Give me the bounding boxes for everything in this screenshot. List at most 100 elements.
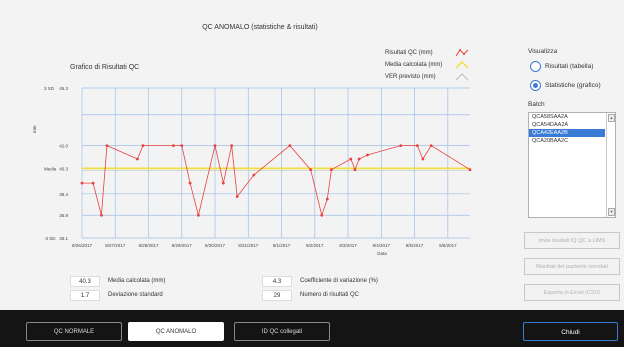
batch-scrollbar[interactable]: ▲ ▼ — [606, 113, 615, 217]
legend-item-expected: VER previsto (mm) — [385, 71, 469, 83]
qc-result-point — [330, 168, 333, 172]
send-to-lims-button[interactable]: Invia risultati IQ QC a LIMS — [524, 232, 620, 249]
legend-label: VER previsto (mm) — [385, 74, 436, 80]
qc-result-point — [309, 168, 313, 172]
y-axis-label: mm — [32, 125, 37, 133]
mean-line-icon — [455, 60, 469, 69]
stat-count-label: Numero di risultati QC — [300, 292, 360, 298]
x-axis-label: Data — [377, 251, 387, 256]
qc-results-line — [82, 144, 471, 217]
x-tick-label: 8/26/2017 — [72, 243, 93, 248]
qc-result-point — [230, 144, 234, 147]
x-tick-label: 9/2/2017 — [306, 243, 324, 248]
stat-cv-label: Coefficiente di variazione (%) — [300, 278, 378, 284]
radio-label: Risultati (tabella) — [545, 62, 594, 70]
window-title: QC ANOMALO (statistiche & risultati) — [202, 24, 318, 31]
stat-mean-label: Media calcolata (mm) — [108, 278, 166, 284]
qc-result-point — [91, 181, 95, 185]
batch-item[interactable]: QCA54DAA2A — [532, 122, 569, 128]
x-tick-label: 9/6/2017 — [439, 243, 457, 248]
qc-result-point — [349, 157, 353, 161]
x-tick-label: 8/31/2017 — [238, 243, 259, 248]
stat-cv-value: 4.3 — [262, 276, 292, 287]
y-band-label: 3 SD — [44, 86, 55, 91]
stat-sd-value: 1.7 — [70, 290, 100, 301]
view-label: Visualizza — [528, 48, 558, 55]
graph-title: Grafico di Risultati QC — [70, 64, 140, 71]
qc-result-point — [235, 195, 239, 198]
qc-result-point — [213, 144, 217, 147]
y-band-label: -3 SD — [44, 236, 56, 241]
batch-item[interactable]: QCA58SAA2A — [532, 114, 568, 120]
y-tick-label: 36.8 — [59, 213, 68, 218]
x-tick-label: 9/4/2017 — [373, 243, 391, 248]
qc-result-point — [136, 157, 139, 161]
x-tick-label: 8/30/2017 — [205, 243, 226, 248]
sidebar: Visualizza Risultati (tabella) Statistic… — [520, 45, 624, 310]
close-button[interactable]: Chiudi — [523, 322, 618, 341]
x-tick-label: 8/27/2017 — [105, 243, 126, 248]
qc-result-point — [100, 213, 103, 217]
qc-result-point — [468, 168, 472, 172]
qc-result-point — [180, 144, 184, 147]
qc-result-point — [357, 157, 361, 161]
legend-item-qc-results: Risultati QC (mm) — [385, 47, 469, 59]
tab-qc-normal[interactable]: QC NORMALE — [26, 322, 122, 341]
x-tick-label: 9/1/2017 — [273, 243, 291, 248]
stat-count-value: 29 — [262, 290, 292, 301]
patient-results-button[interactable]: Risultati del paziente correlati — [524, 258, 620, 275]
batch-label: Batch — [528, 101, 545, 108]
legend-label: Media calcolata (mm) — [385, 62, 443, 68]
tab-linked-qc-ids[interactable]: ID QC collegati — [234, 322, 330, 341]
y-tick-label: 40.3 — [59, 166, 68, 171]
qc-result-point — [252, 173, 256, 177]
qc-result-point — [221, 181, 225, 185]
batch-item-selected[interactable]: QCA42EAA2B — [529, 129, 605, 137]
radio-label: Statistiche (grafico) — [545, 81, 601, 89]
stat-sd-label: Deviazione standard — [108, 292, 163, 298]
x-tick-label: 9/3/2017 — [339, 243, 357, 248]
y-tick-label: 35.1 — [59, 236, 68, 241]
qc-result-point — [366, 153, 369, 157]
y-tick-label: 46.3 — [59, 86, 68, 91]
qc-result-point — [172, 144, 175, 147]
y-tick-label: 38.4 — [59, 192, 68, 197]
qc-result-point — [105, 144, 109, 147]
qc-result-point — [429, 144, 433, 147]
qc-result-point — [141, 144, 145, 147]
qc-result-point — [320, 213, 324, 217]
qc-result-point — [421, 157, 425, 161]
qc-result-point — [188, 181, 192, 185]
tab-qc-anomalous[interactable]: QC ANOMALO — [128, 322, 224, 341]
qc-results-line-icon — [455, 49, 469, 57]
qc-result-point — [197, 213, 200, 217]
radio-unchecked-icon — [530, 60, 541, 72]
y-band-label: Media — [44, 166, 57, 171]
batch-list[interactable]: QCA58SAA2A QCA54DAA2A QCA42EAA2B QCA20BA… — [528, 112, 616, 218]
qc-result-point — [399, 144, 403, 147]
radio-results-table[interactable]: Risultati (tabella) — [530, 59, 593, 73]
scroll-down-icon[interactable]: ▼ — [608, 208, 615, 216]
qc-result-point — [80, 181, 84, 185]
radio-checked-icon — [530, 79, 541, 91]
qc-window: QC ANOMALO (statistiche & risultati) Gra… — [32, 24, 624, 310]
export-excel-button[interactable]: Esporta in Excel (CSV) — [524, 284, 620, 301]
radio-statistics-graph[interactable]: Statistiche (grafico) — [530, 78, 601, 92]
scroll-up-icon[interactable]: ▲ — [608, 114, 615, 122]
legend-item-mean: Media calcolata (mm) — [385, 59, 469, 71]
chart-legend: Risultati QC (mm) Media calcolata (mm) V… — [385, 47, 469, 83]
qc-result-point — [288, 144, 292, 147]
batch-item[interactable]: QCA20BAA2C — [532, 138, 569, 144]
legend-label: Risultati QC (mm) — [385, 50, 433, 56]
x-tick-label: 8/28/2017 — [138, 243, 159, 248]
y-tick-label: 42.0 — [59, 144, 68, 149]
qc-result-point — [353, 168, 357, 172]
qc-result-point — [325, 197, 329, 201]
x-tick-label: 8/29/2017 — [172, 243, 193, 248]
expected-line-icon — [455, 73, 469, 81]
stat-mean-value: 40.3 — [70, 276, 100, 287]
footer-bar: QC NORMALE QC ANOMALO ID QC collegati Ch… — [0, 310, 624, 347]
qc-result-point — [415, 144, 419, 147]
x-tick-label: 9/5/2017 — [406, 243, 424, 248]
